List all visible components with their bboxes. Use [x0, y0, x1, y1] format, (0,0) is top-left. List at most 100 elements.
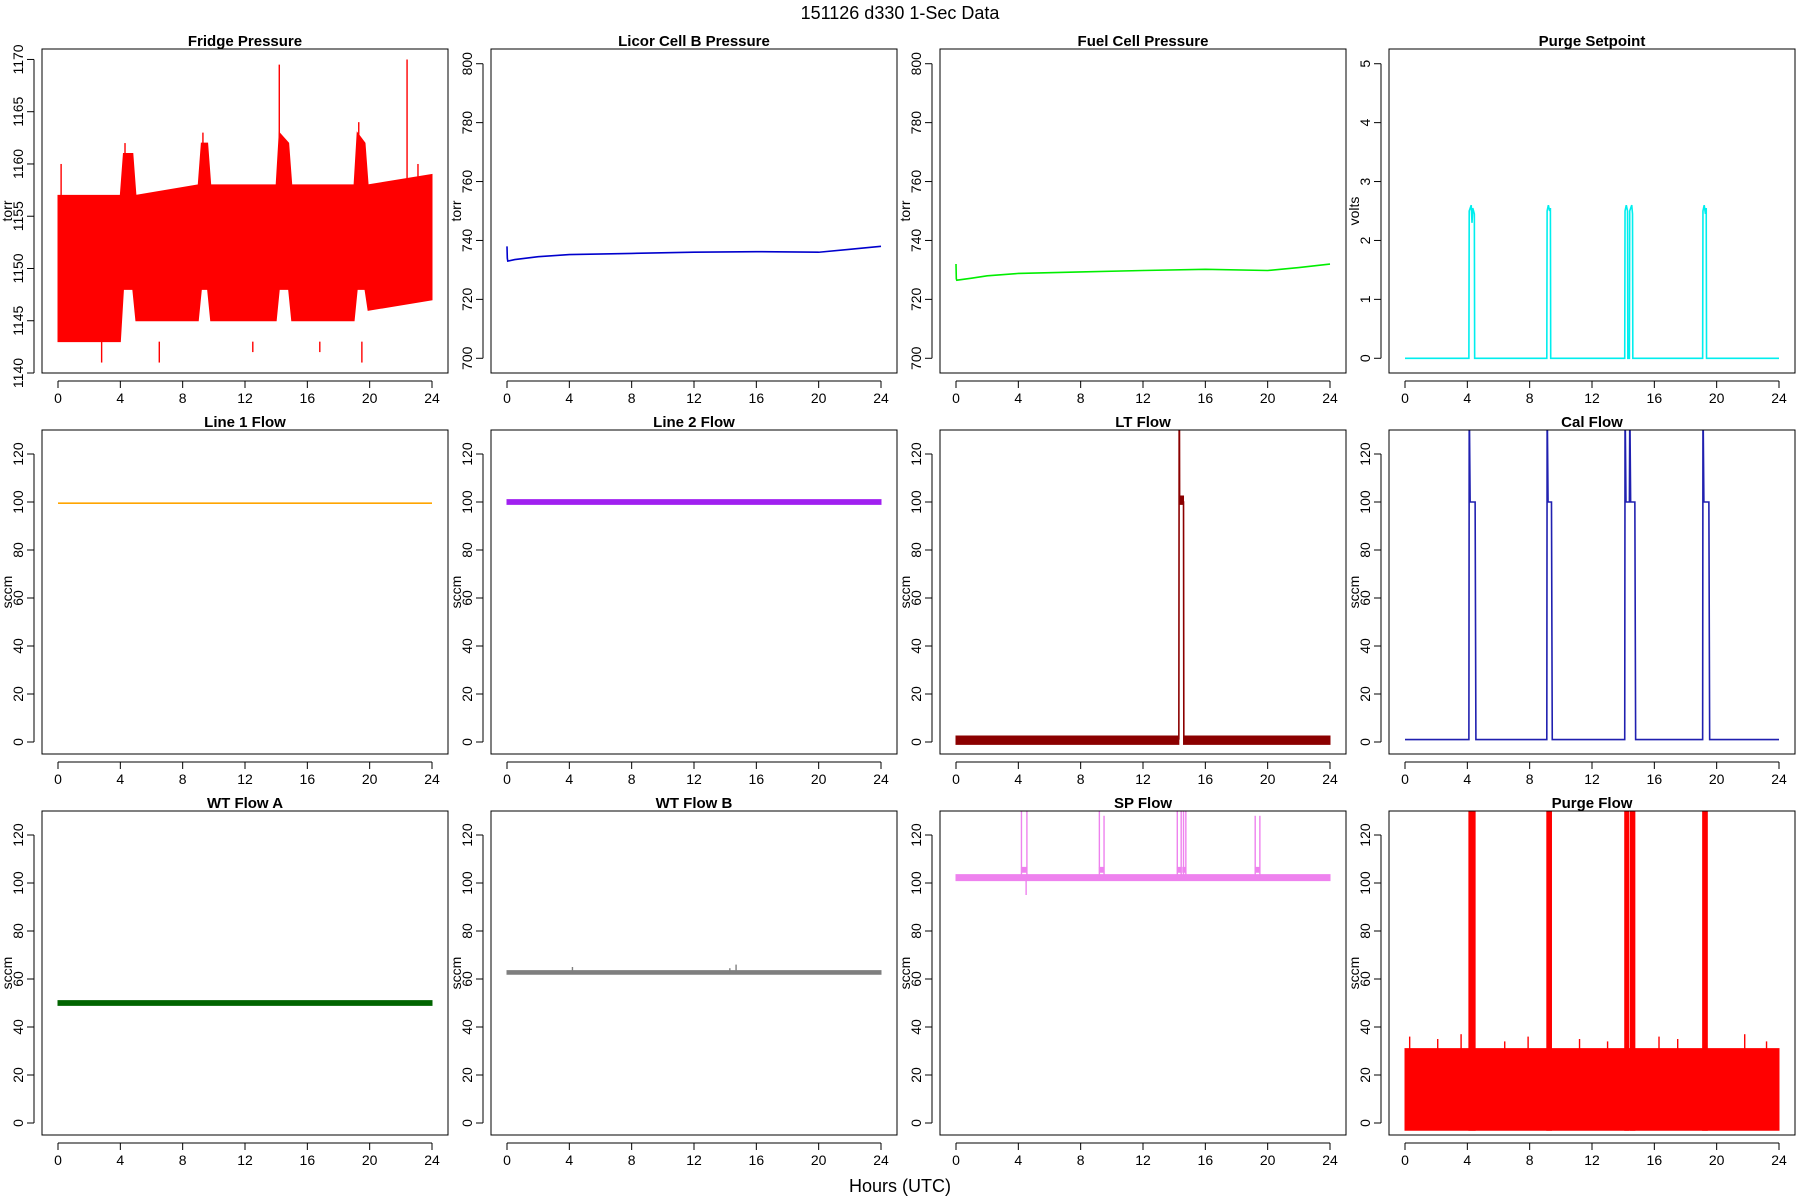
panel-1: Fridge Pressure 0 4 8 12 16 20 24 1140 1145 1150 11…	[0, 33, 449, 406]
panel-title: Fuel Cell Pressure	[1078, 33, 1209, 50]
x-tick-label: 20	[362, 390, 378, 406]
y-tick-label: 20	[459, 686, 475, 702]
y-tick-label: 1155	[10, 201, 26, 231]
plot-frame	[41, 810, 449, 1136]
x-tick-label: 20	[1709, 1152, 1725, 1168]
x-tick-label: 20	[811, 1152, 827, 1168]
series-band	[955, 735, 1180, 745]
series-band	[1254, 866, 1261, 873]
x-tick-label: 0	[1401, 1152, 1409, 1168]
y-tick-label: 60	[1357, 590, 1373, 606]
plot-frame	[939, 810, 1347, 1136]
x-tick-label: 0	[54, 1152, 62, 1168]
y-tick-label: 800	[459, 52, 475, 76]
y-axis-label: torr	[897, 200, 913, 221]
x-tick-label: 16	[1198, 390, 1214, 406]
series-band	[506, 970, 882, 975]
y-tick-label: 20	[10, 1067, 26, 1083]
y-tick-label: 760	[459, 170, 475, 194]
y-tick-label: 60	[459, 590, 475, 606]
x-tick-label: 16	[1198, 1152, 1214, 1168]
y-tick-label: 0	[459, 738, 475, 746]
y-tick-label: 1150	[10, 253, 26, 283]
series-band	[57, 131, 433, 343]
y-tick-label: 80	[459, 923, 475, 939]
x-tick-label: 12	[1135, 390, 1151, 406]
y-tick-label: 740	[459, 229, 475, 253]
panel-title: Line 2 Flow	[653, 414, 735, 431]
x-tick-label: 12	[686, 771, 702, 787]
y-tick-label: 60	[908, 971, 924, 987]
panel-12: Purge Flow 0 4 8 12 16 20 24 0 20 40 60 80 100 120 sccm	[1346, 795, 1796, 1168]
y-axis-label: sccm	[448, 957, 464, 990]
x-tick-label: 20	[362, 771, 378, 787]
y-tick-label: 60	[10, 971, 26, 987]
x-tick-label: 0	[503, 771, 511, 787]
y-tick-label: 40	[1357, 1019, 1373, 1035]
series-band	[1624, 811, 1630, 1131]
y-tick-label: 700	[459, 346, 475, 370]
y-tick-label: 100	[10, 490, 26, 514]
y-tick-label: 100	[1357, 490, 1373, 514]
y-tick-label: 80	[459, 542, 475, 558]
panel-7: LT Flow 0 4 8 12 16 20 24 0 20 40 60 80 100 120 sccm	[897, 414, 1347, 787]
x-tick-label: 16	[1647, 771, 1663, 787]
panel-8: Cal Flow 0 4 8 12 16 20 24 0 20 40 60 80 100 120 sccm	[1346, 414, 1796, 787]
x-tick-label: 8	[1526, 771, 1534, 787]
y-axis-label: sccm	[0, 957, 15, 990]
plot-frame	[41, 48, 449, 374]
x-tick-label: 24	[424, 771, 440, 787]
y-tick-label: 700	[908, 346, 924, 370]
x-tick-label: 12	[1584, 771, 1600, 787]
y-tick-label: 40	[908, 638, 924, 654]
y-tick-label: 80	[10, 542, 26, 558]
x-tick-label: 4	[565, 1152, 573, 1168]
y-tick-label: 100	[1357, 871, 1373, 895]
panel-data	[506, 964, 882, 975]
y-tick-label: 60	[1357, 971, 1373, 987]
panel-data	[1405, 204, 1779, 360]
x-tick-label: 0	[503, 390, 511, 406]
x-tick-label: 4	[565, 771, 573, 787]
panel-data	[1405, 430, 1779, 741]
series-band	[1404, 1048, 1780, 1131]
y-tick-label: 40	[459, 1019, 475, 1035]
y-tick-label: 1140	[10, 358, 26, 388]
panel-title: Cal Flow	[1561, 414, 1623, 431]
panel-title: Fridge Pressure	[188, 33, 302, 50]
panel-9: WT Flow A 0 4 8 12 16 20 24 0 20 40 60 80 100 120 sccm	[0, 795, 449, 1168]
y-tick-label: 1160	[10, 149, 26, 179]
y-tick-label: 80	[908, 542, 924, 558]
y-tick-label: 60	[459, 971, 475, 987]
panel-title: Purge Flow	[1552, 795, 1633, 812]
y-axis-label: sccm	[1346, 576, 1362, 609]
y-tick-label: 120	[459, 823, 475, 847]
y-tick-label: 100	[10, 871, 26, 895]
plot-frame	[41, 429, 449, 755]
x-tick-label: 16	[749, 390, 765, 406]
y-tick-label: 120	[908, 823, 924, 847]
x-tick-label: 12	[686, 390, 702, 406]
series-line	[1178, 430, 1185, 741]
y-tick-label: 20	[908, 686, 924, 702]
x-tick-label: 24	[873, 771, 889, 787]
y-tick-label: 80	[1357, 923, 1373, 939]
y-tick-label: 100	[459, 490, 475, 514]
series-band	[1702, 811, 1708, 1131]
y-tick-label: 1170	[10, 44, 26, 74]
x-tick-label: 4	[1463, 1152, 1471, 1168]
y-tick-label: 60	[10, 590, 26, 606]
x-tick-label: 0	[503, 1152, 511, 1168]
x-tick-label: 0	[54, 771, 62, 787]
figure-x-axis-label: Hours (UTC)	[849, 1176, 951, 1196]
panel-data	[955, 430, 1331, 745]
plot-frame	[490, 810, 898, 1136]
y-tick-label: 40	[459, 638, 475, 654]
x-tick-label: 12	[237, 1152, 253, 1168]
plot-frame	[490, 48, 898, 374]
y-axis-label: sccm	[0, 576, 15, 609]
y-tick-label: 120	[1357, 442, 1373, 466]
x-tick-label: 16	[300, 1152, 316, 1168]
x-tick-label: 8	[1077, 1152, 1085, 1168]
